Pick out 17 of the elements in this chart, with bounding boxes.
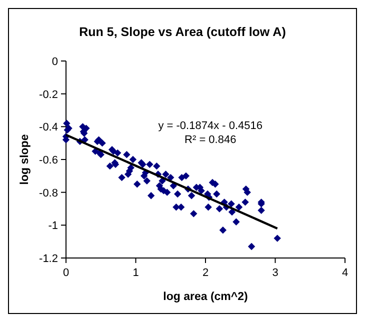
annotation: y = -0.1874x - 0.4516 xyxy=(158,120,263,132)
y-tick-label: -1 xyxy=(48,220,58,232)
y-tick-label: -1.2 xyxy=(39,253,58,265)
y-tick-label: -0.4 xyxy=(39,122,58,134)
y-tick-label: -0.2 xyxy=(39,88,58,101)
x-tick-label: 3 xyxy=(272,267,278,279)
x-tick-label: 0 xyxy=(62,267,70,279)
y-axis-title: log slope xyxy=(19,134,31,185)
y-tick-label: -0.8 xyxy=(39,187,58,200)
x-tick-label: 4 xyxy=(342,267,348,279)
y-tick-label: 0 xyxy=(52,56,58,68)
chart-title: Run 5, Slope vs Area (cutoff low A) xyxy=(79,25,286,39)
x-tick-label: 2 xyxy=(202,267,209,279)
y-tick-label: -0.6 xyxy=(39,154,58,166)
x-tick-label: 1 xyxy=(132,267,139,279)
annotation: R² = 0.846 xyxy=(184,134,236,146)
x-axis-title: log area (cm^2) xyxy=(163,291,248,303)
